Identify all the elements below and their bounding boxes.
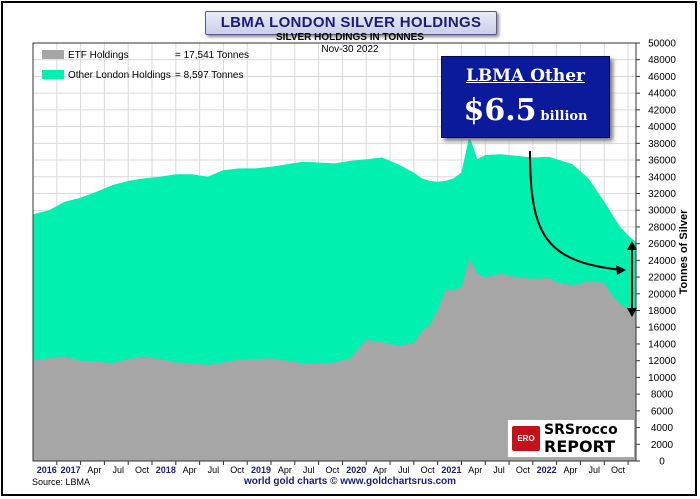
promo-unit: billion — [540, 109, 588, 124]
x-tick-label: Oct — [516, 465, 531, 475]
x-tick-label: Oct — [230, 465, 245, 475]
promo-value-line: $6.5 billion — [442, 93, 609, 128]
legend-swatch-etf — [42, 50, 64, 59]
srsrocco-report-logo: ERO SRSrocco REPORT — [507, 419, 635, 458]
x-tick-label: 2020 — [346, 465, 366, 475]
x-tick-label: Jul — [208, 465, 220, 475]
y-tick-label: 40000 — [648, 122, 676, 133]
lbma-other-value-box: LBMA Other $6.5 billion — [441, 56, 610, 138]
y-tick-label: 4000 — [651, 423, 674, 434]
chart-date: Nov-30 2022 — [321, 44, 379, 55]
x-tick-label: Apr — [468, 465, 482, 475]
y-tick-label: 8000 — [651, 390, 674, 401]
x-tick-label: Apr — [278, 465, 292, 475]
x-tick-label: Apr — [373, 465, 387, 475]
x-tick-label: Jul — [589, 465, 601, 475]
y-tick-label: 22000 — [648, 273, 676, 284]
y-tick-label: 38000 — [648, 139, 676, 150]
x-tick-label: 2016 — [37, 465, 57, 475]
x-tick-label: 2017 — [61, 465, 81, 475]
y-tick-label: 18000 — [648, 306, 676, 317]
bracket-arrow-bottom — [627, 308, 637, 317]
chart-title: LBMA LONDON SILVER HOLDINGS — [220, 14, 482, 31]
x-tick-label: 2022 — [537, 465, 557, 475]
y-tick-label: 30000 — [648, 206, 676, 217]
x-tick-label: Oct — [421, 465, 436, 475]
y-axis: 0 2000 4000 6000 8000 10000 12000 14000 16000 180… — [636, 39, 676, 468]
logo-line-1: SRSrocco — [544, 422, 618, 438]
y-tick-label: 16000 — [648, 323, 676, 334]
x-tick-label: Jul — [303, 465, 315, 475]
promo-value: $6.5 — [463, 93, 537, 128]
legend-value-other: = 8,597 Tonnes — [175, 70, 244, 81]
logo-badge-icon: ERO — [512, 426, 540, 451]
curved-arrow-head — [616, 265, 626, 275]
y-tick-label: 6000 — [651, 406, 674, 417]
x-tick-label: Oct — [611, 465, 626, 475]
x-tick-label: Jul — [112, 465, 124, 475]
x-tick-label: 2021 — [441, 465, 461, 475]
y-tick-label: 2000 — [651, 440, 674, 451]
y-tick-label: 44000 — [648, 89, 676, 100]
legend-label-other: Other London Holdings — [68, 70, 171, 81]
chart-subtitle: SILVER HOLDINGS IN TONNES — [276, 32, 424, 43]
y-tick-label: 34000 — [648, 172, 676, 183]
x-tick-label: Jul — [493, 465, 505, 475]
y-tick-label: 48000 — [648, 55, 676, 66]
y-tick-label: 24000 — [648, 256, 676, 267]
legend: ETF Holdings = 17,541 Tonnes Other Londo… — [42, 50, 249, 81]
y-tick-label: 46000 — [648, 72, 676, 83]
y-tick-label: 36000 — [648, 156, 676, 167]
y-tick-label: 32000 — [648, 189, 676, 200]
x-axis: 2016 2017 Apr Jul Oct 2018 Apr Jul Oct 2019 Apr Jul… — [37, 461, 629, 475]
y-tick-label: 14000 — [648, 339, 676, 350]
y-tick-label: 10000 — [648, 373, 676, 384]
x-tick-label: Apr — [563, 465, 577, 475]
y-tick-label: 0 — [659, 457, 665, 468]
x-tick-label: Oct — [325, 465, 340, 475]
x-tick-label: Apr — [183, 465, 197, 475]
x-tick-label: 2018 — [156, 465, 176, 475]
legend-swatch-other — [42, 70, 64, 79]
x-tick-label: Oct — [135, 465, 150, 475]
x-tick-label: Jul — [398, 465, 410, 475]
arrow-annotation — [529, 150, 637, 317]
etf-holdings-area — [33, 258, 636, 461]
x-tick-label: Apr — [87, 465, 101, 475]
logo-line-2: REPORT — [544, 437, 616, 456]
source-note: Source: LBMA — [32, 477, 91, 487]
chart-title-box: LBMA LONDON SILVER HOLDINGS — [205, 11, 497, 35]
y-tick-label: 12000 — [648, 356, 676, 367]
legend-label-etf: ETF Holdings — [68, 50, 129, 61]
y-axis-label: Tonnes of Silver — [678, 209, 690, 294]
legend-value-etf: = 17,541 Tonnes — [175, 50, 249, 61]
bracket-arrow-top — [627, 241, 637, 250]
x-tick-label: 2019 — [251, 465, 271, 475]
footer-credit: world gold charts © www.goldchartsrus.co… — [243, 476, 457, 487]
promo-label: LBMA Other — [465, 66, 586, 86]
curved-pointer-arrow — [529, 150, 623, 271]
y-tick-label: 42000 — [648, 105, 676, 116]
y-tick-label: 50000 — [648, 39, 676, 50]
y-tick-label: 20000 — [648, 289, 676, 300]
y-tick-label: 28000 — [648, 222, 676, 233]
plot-border — [32, 42, 637, 462]
y-tick-label: 26000 — [648, 239, 676, 250]
